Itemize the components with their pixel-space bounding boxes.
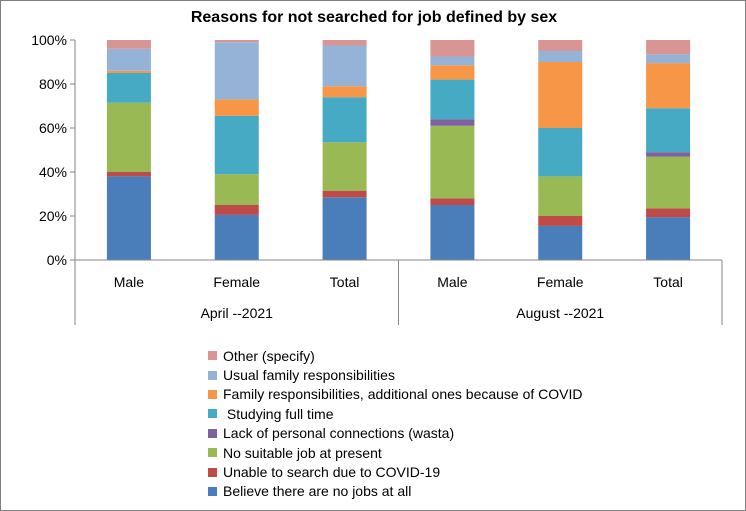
bar-segment: [322, 97, 367, 143]
x-tick-label: Male: [114, 274, 145, 290]
y-tick-label: 0%: [47, 252, 67, 268]
bar-segment: [538, 51, 583, 62]
bar-segment: [430, 79, 475, 120]
bar-segment: [646, 156, 691, 209]
legend-item: Unable to search due to COVID-19: [208, 462, 583, 481]
bar-segment: [214, 40, 259, 43]
bar-segment: [646, 208, 691, 218]
legend-label: Lack of personal connections (wasta): [223, 425, 455, 442]
bar-segment: [430, 56, 475, 66]
legend-item: Other (specify): [208, 346, 583, 365]
group-label: April --2021: [201, 305, 274, 321]
legend-swatch: [208, 467, 217, 477]
bar-segment: [106, 176, 151, 260]
bar-segment: [322, 86, 367, 98]
y-tick-label: 40%: [39, 164, 67, 180]
bar-segment: [538, 176, 583, 216]
bar-segment: [106, 70, 151, 73]
legend-item: Family responsibilities, additional ones…: [208, 385, 583, 404]
legend-swatch: [208, 448, 217, 458]
x-tick-label: Male: [437, 274, 468, 290]
x-tick-label: Female: [537, 274, 584, 290]
bar-segment: [106, 40, 151, 49]
bar-segment: [538, 216, 583, 226]
bar-segment: [646, 40, 691, 55]
legend-label: No suitable job at present: [223, 444, 382, 461]
legend-item: Believe there are no jobs at all: [208, 482, 583, 501]
bar-segment: [214, 42, 259, 100]
legend-label: Usual family responsibilities: [223, 367, 395, 384]
legend-swatch: [208, 486, 217, 496]
bar-segment: [430, 65, 475, 80]
bar-segment: [214, 99, 259, 116]
bar-segment: [106, 102, 151, 172]
bar-segment: [430, 119, 475, 126]
legend-label: Studying full time: [223, 405, 334, 422]
legend-item: Usual family responsibilities: [208, 365, 583, 384]
bar-segment: [322, 197, 367, 260]
bar-segment: [106, 73, 151, 103]
y-tick-label: 20%: [39, 208, 67, 224]
bar-segment: [106, 172, 151, 177]
bar-segment: [646, 54, 691, 64]
bar-segment: [538, 128, 583, 177]
legend-swatch: [208, 389, 217, 399]
bar-segment: [322, 190, 367, 198]
y-tick-label: 100%: [31, 32, 67, 48]
legend-label: Family responsibilities, additional ones…: [223, 386, 583, 403]
legend: Other (specify) Usual family responsibili…: [208, 346, 583, 501]
bar-segment: [322, 45, 367, 87]
bar-segment: [106, 48, 151, 71]
bar-segment: [538, 225, 583, 260]
legend-label: Unable to search due to COVID-19: [223, 464, 441, 481]
bar-segment: [646, 108, 691, 153]
bar-segment: [430, 125, 475, 199]
bar-segment: [646, 152, 691, 157]
bar-segment: [322, 40, 367, 46]
y-tick-label: 80%: [39, 76, 67, 92]
bar-segment: [214, 115, 259, 175]
bar-segment: [214, 205, 259, 215]
bar-segment: [214, 214, 259, 260]
x-tick-label: Total: [330, 274, 360, 290]
bar-segment: [430, 198, 475, 205]
bar-segment: [214, 174, 259, 205]
x-tick-label: Total: [653, 274, 683, 290]
y-tick-label: 60%: [39, 120, 67, 136]
bar-segment: [646, 217, 691, 260]
legend-label: Believe there are no jobs at all: [223, 483, 412, 500]
bar-segment: [430, 205, 475, 260]
bar-segment: [538, 40, 583, 51]
legend-item: Lack of personal connections (wasta): [208, 424, 583, 443]
legend-swatch: [208, 409, 217, 419]
group-label: August --2021: [516, 305, 604, 321]
legend-swatch: [208, 428, 217, 438]
legend-swatch: [208, 370, 217, 380]
chart-title: Reasons for not searched for job defined…: [190, 9, 558, 26]
bar-segment: [430, 40, 475, 57]
bar-segment: [322, 142, 367, 191]
legend-label: Other (specify): [223, 347, 315, 364]
legend-item: Studying full time: [208, 404, 583, 423]
legend-item: No suitable job at present: [208, 443, 583, 462]
bar-segment: [538, 62, 583, 128]
bar-segment: [646, 63, 691, 109]
legend-swatch: [208, 351, 217, 361]
x-tick-label: Female: [213, 274, 260, 290]
